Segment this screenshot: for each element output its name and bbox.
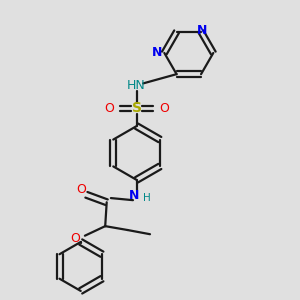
Text: N: N <box>197 24 208 37</box>
Text: O: O <box>77 183 87 196</box>
Text: O: O <box>104 102 114 115</box>
Text: O: O <box>159 102 169 115</box>
Text: O: O <box>70 232 80 244</box>
Text: N: N <box>128 189 139 202</box>
Text: S: S <box>132 101 142 115</box>
Text: H: H <box>143 194 151 203</box>
Text: N: N <box>152 46 162 59</box>
Text: HN: HN <box>127 79 146 92</box>
